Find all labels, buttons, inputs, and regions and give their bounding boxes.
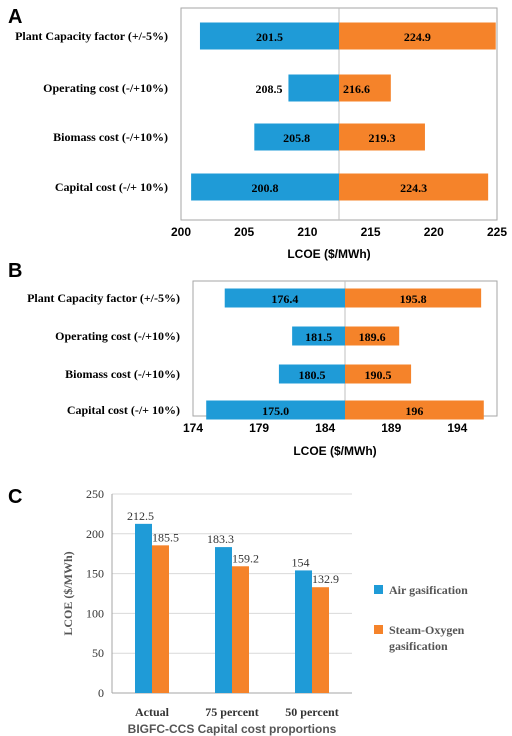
bar-high [339, 74, 391, 102]
bar-high [345, 400, 484, 420]
x-axis-title: LCOE ($/MWh) [293, 444, 376, 458]
legend-label-steam: Steam-Oxygen gasification [389, 623, 465, 653]
bar-low [254, 123, 339, 151]
bar-low [191, 173, 339, 201]
y-tick-label: 200 [86, 527, 104, 541]
y-tick-label: 150 [86, 567, 104, 581]
data-label-low: 201.5 [256, 30, 283, 44]
data-label-low: 205.8 [283, 131, 310, 145]
bar-low [199, 22, 339, 50]
x-tick-label: 205 [234, 225, 254, 239]
data-label-high: 189.6 [359, 330, 386, 344]
data-label-low: 208.5 [255, 82, 282, 96]
x-tick-label: Actual [135, 705, 170, 719]
x-tick-label: 215 [361, 225, 381, 239]
data-label: 212.5 [127, 509, 154, 523]
x-tick-label: 184 [315, 421, 335, 435]
bar-high [339, 123, 425, 151]
data-label: 185.5 [152, 530, 179, 544]
data-label-high: 224.9 [404, 30, 431, 44]
bar-steam [152, 545, 169, 693]
y-tick-label: 0 [98, 686, 104, 700]
bar-low [278, 364, 345, 384]
data-label: 132.9 [312, 572, 339, 586]
panel-b: B Plant Capacity factor (+/-5%) 176.4 195.8… [8, 260, 498, 458]
x-axis-title: LCOE ($/MWh) [287, 247, 370, 261]
data-label-low: 175.0 [262, 404, 289, 418]
x-tick-label: 210 [297, 225, 317, 239]
bar-low [292, 326, 345, 346]
x-tick-label: 200 [171, 225, 191, 239]
bar-air [135, 523, 152, 693]
bar-steam [312, 587, 329, 693]
category-label: Operating cost (-/+10%) [55, 329, 180, 343]
legend-label-air: Air gasification [389, 583, 468, 597]
legend: Air gasification Steam-Oxygen gasification [374, 583, 468, 653]
x-tick-label: 225 [487, 225, 507, 239]
x-tick-label: 75 percent [205, 705, 258, 719]
data-label-high: 196 [405, 404, 423, 418]
bar-low [206, 400, 345, 420]
category-label: Plant Capacity factor (+/-5%) [27, 291, 180, 305]
x-axis-title: BIGFC-CCS Capital cost proportions [128, 722, 337, 736]
data-label-low: 180.5 [298, 368, 325, 382]
category-label: Biomass cost (-/+10%) [53, 130, 168, 144]
x-tick-label: 179 [249, 421, 269, 435]
data-label-low: 176.4 [271, 292, 298, 306]
category-label: Plant Capacity factor (+/-5%) [15, 29, 168, 43]
category-label: Capital cost (-/+ 10%) [67, 403, 180, 417]
data-label-high: 190.5 [365, 368, 392, 382]
x-tick-label: 194 [447, 421, 467, 435]
x-tick-label: 220 [424, 225, 444, 239]
data-label: 183.3 [207, 532, 234, 546]
panel-letter: C [8, 486, 22, 508]
data-label-low: 181.5 [305, 330, 332, 344]
panel-letter: A [8, 6, 22, 28]
category-label: Capital cost (-/+ 10%) [55, 180, 168, 194]
bar-high [345, 326, 400, 346]
y-tick-label: 100 [86, 606, 104, 620]
y-tick-label: 50 [92, 646, 104, 660]
data-label-high: 224.3 [400, 181, 427, 195]
bar-high [339, 173, 489, 201]
legend-label-line: gasification [389, 639, 448, 653]
bar-air [215, 547, 232, 693]
bar-high [339, 22, 496, 50]
bar-low [288, 74, 339, 102]
bar-high [345, 288, 482, 308]
data-label-low: 200.8 [252, 181, 279, 195]
legend-swatch-steam [374, 625, 383, 634]
bar-low [224, 288, 345, 308]
y-axis-title: LCOE ($/MWh) [61, 551, 75, 635]
legend-label-line: Steam-Oxygen [389, 623, 465, 637]
bar-air [295, 570, 312, 693]
data-label: 159.2 [232, 551, 259, 565]
x-tick-label: 174 [183, 421, 203, 435]
bar-high [345, 364, 412, 384]
data-label-high: 216.6 [343, 82, 370, 96]
data-label-high: 195.8 [400, 292, 427, 306]
panel-letter: B [8, 260, 22, 282]
y-tick-label: 250 [86, 487, 104, 501]
bar-steam [232, 566, 249, 693]
data-label: 154 [292, 555, 310, 569]
category-label: Biomass cost (-/+10%) [65, 367, 180, 381]
legend-swatch-air [374, 585, 383, 594]
x-tick-label: 50 percent [285, 705, 338, 719]
category-label: Operating cost (-/+10%) [43, 81, 168, 95]
x-tick-label: 189 [381, 421, 401, 435]
panel-c: C 0 50 100 150 200 250 212.5 185.5 Actual 183.3 159… [8, 486, 468, 736]
data-label-high: 219.3 [368, 131, 395, 145]
